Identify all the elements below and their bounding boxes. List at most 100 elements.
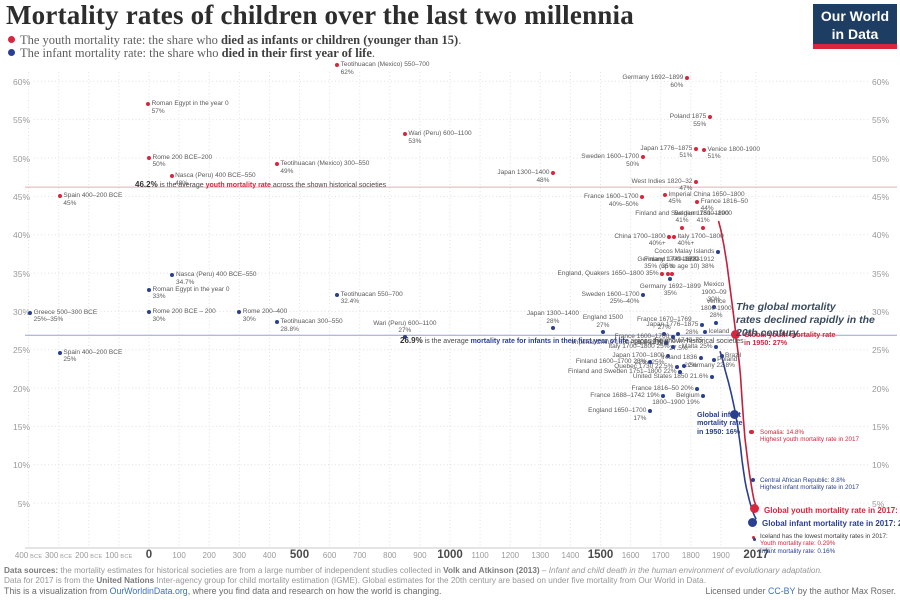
point-label: Poland [717, 355, 738, 363]
point-label: Mexico 1900–09 30% [701, 281, 727, 304]
data-point-infant [711, 304, 716, 309]
callout-point-infant [747, 517, 757, 527]
x-tick-label: 100 BCE [105, 551, 133, 560]
x-tick-label: 400 [262, 551, 277, 560]
point-label: Brazil [725, 351, 742, 359]
owid-logo-line1: Our World [820, 8, 890, 24]
point-label: Wari (Peru) 600–1100 27% [373, 319, 437, 335]
data-point-youth [662, 192, 667, 197]
callout-point-infant [753, 538, 757, 542]
x-tick-label: 900 [413, 551, 427, 560]
text-segment: Infant and child death in the human envi… [548, 566, 823, 575]
text-segment: the mortality estimates for historical s… [58, 566, 444, 575]
y-tick-label: 45% [12, 191, 30, 202]
x-tick-label: 1200 [501, 551, 520, 560]
data-point-youth [640, 195, 645, 200]
point-label: Germany 1700–1800 35% [637, 255, 699, 271]
callout-point-youth [749, 429, 754, 435]
y-tick-label: 25% [872, 345, 890, 356]
callout-line: Central African Republic: 8.8% [760, 477, 846, 484]
y-tick-label: 50% [12, 153, 30, 164]
point-label: Venice 1800-1900 28% [700, 297, 732, 320]
y-tick-label: 35% [872, 268, 890, 279]
data-point-youth [671, 235, 676, 239]
text-segment: The youth mortality rate: the share who [20, 33, 221, 47]
footer-datasources: Data sources: the mortality estimates fo… [4, 566, 822, 575]
point-label: Ireland 1836 22% [661, 354, 698, 369]
x-tick-label: 1500 [587, 549, 614, 561]
footer-link[interactable]: CC-BY [768, 586, 796, 596]
y-tick-label: 60% [12, 76, 30, 87]
text-segment: – [539, 566, 549, 575]
text-segment: by the author Max Roser. [795, 586, 896, 596]
text-segment: 26.9% [400, 336, 423, 345]
point-label: Germany 1692–1899 35% [639, 282, 701, 298]
text-segment: youth mortality rate [205, 182, 271, 189]
legend-bullet-icon [8, 36, 15, 43]
data-point-youth [335, 63, 340, 68]
point-label: Malta 25% [681, 343, 713, 351]
legend-item-youth: The youth mortality rate: the share who … [8, 33, 461, 47]
y-tick-label: 10% [872, 460, 890, 471]
data-point-infant [682, 363, 687, 368]
data-point-infant [237, 310, 242, 315]
point-label: France 1816–50 20% [631, 384, 694, 392]
y-tick-label: 5% [872, 498, 885, 509]
data-point-infant [699, 323, 704, 328]
point-label: Imperial China 1650–1800 26% [571, 338, 663, 346]
x-tick-label: 1600 [621, 551, 640, 560]
callout-label: Iceland has the lowest mortality rates i… [760, 533, 888, 555]
point-label: England 1650–1700 17% [588, 407, 647, 422]
point-label: Finland 1749–1773 35% (up to age 10) [643, 255, 700, 271]
footer-link[interactable]: OurWorldinData.org [109, 586, 188, 596]
text-segment: This is a visualization from [4, 586, 110, 596]
y-tick-label: 25% [12, 345, 30, 356]
text-segment: Data for 2017 is from the [4, 576, 97, 585]
point-label: England, Quakers 1650–1800 35% [557, 269, 659, 277]
x-tick-label: 1400 [561, 551, 580, 560]
data-point-infant [671, 345, 676, 350]
data-point-youth [667, 235, 672, 239]
text-segment: is the average [157, 182, 206, 189]
point-label: Rome 200 BCE–200 50% [152, 154, 213, 169]
y-tick-label: 5% [17, 498, 30, 509]
data-point-infant [402, 335, 407, 340]
data-point-infant [711, 357, 716, 362]
data-point-youth [680, 225, 685, 230]
chart-footer: Data sources: the mortality estimates fo… [0, 565, 900, 600]
point-label: Japan 1776–1875 28% [646, 321, 699, 336]
y-tick-label: 50% [872, 153, 890, 164]
data-point-infant [335, 292, 340, 297]
point-label: Iceland [708, 328, 730, 336]
data-point-youth [669, 271, 674, 276]
data-point-infant [647, 409, 652, 414]
owid-logo-line2: in Data [831, 26, 879, 43]
y-tick-label: 40% [12, 230, 30, 241]
point-label: China 1700–1800 40%+ [614, 233, 666, 248]
data-point-infant [714, 345, 719, 350]
callout-point-youth [731, 329, 741, 339]
x-tick-label: 1800 [681, 551, 700, 560]
x-tick-label: 1700 [651, 551, 670, 560]
point-label: Japan 1776–1875 51% [640, 144, 693, 160]
text-segment: mortality rate for infants in their firs… [470, 338, 629, 345]
data-point-infant [147, 287, 151, 292]
data-point-infant [663, 340, 668, 345]
point-label: Teotihuacan 300–550 28.8% [280, 318, 343, 333]
data-point-infant [674, 364, 679, 369]
callout-label: Somalia: 14.8% Highest youth mortality ra… [760, 429, 859, 444]
point-label: Finland and Sweden 1751–1800 22% [568, 367, 677, 375]
data-point-youth [695, 199, 700, 204]
text-segment: . [371, 46, 376, 60]
data-point-infant [715, 250, 720, 255]
callout-line: Global infant mortality rate in 2017: 2.… [762, 519, 900, 528]
data-point-youth [147, 156, 151, 160]
callout-point-youth [751, 536, 755, 540]
point-label: Nasca (Peru) 400 BCE–550 34.7% [175, 271, 257, 286]
text-segment: Volk and Atkinson (2013) [443, 566, 540, 575]
y-tick-label: 40% [872, 230, 890, 241]
x-tick-label: 100 [172, 551, 186, 560]
y-tick-label: 15% [872, 421, 890, 432]
point-label: Germany 1692–1899 60% [622, 74, 684, 89]
